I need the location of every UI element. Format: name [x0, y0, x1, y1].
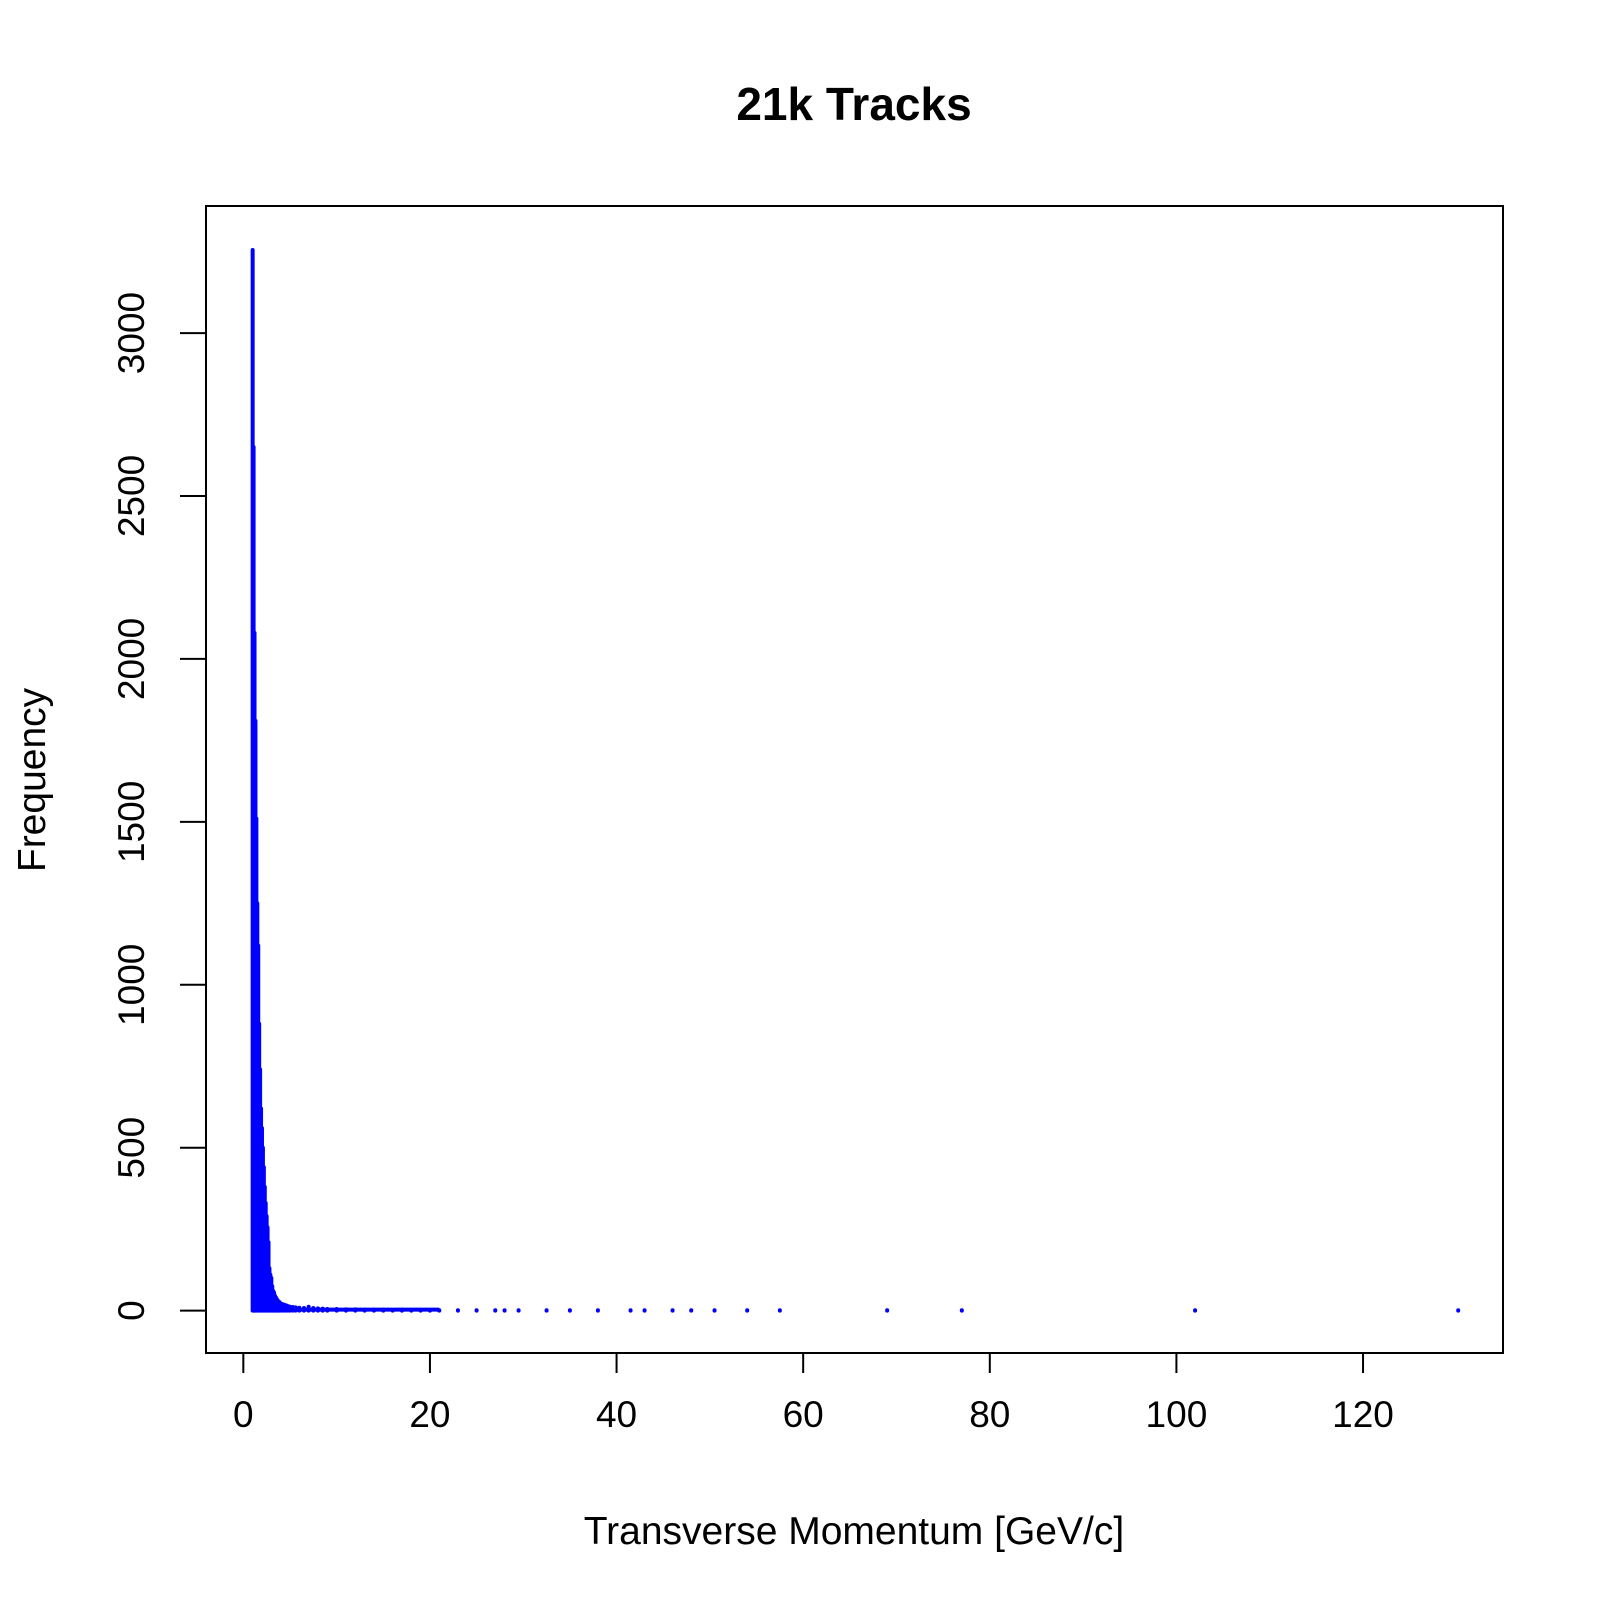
y-tick-label: 500	[111, 1117, 152, 1179]
x-tick-label: 100	[1146, 1394, 1208, 1435]
x-axis: 0 20 40 60 80 100 120	[233, 1353, 1394, 1435]
x-tick-label: 120	[1332, 1394, 1394, 1435]
y-axis: 0 500 1000 1500 2000 2500 3000	[111, 292, 206, 1321]
chart-title: 21k Tracks	[736, 78, 971, 130]
histogram-bars	[250, 247, 1461, 1313]
plot-area-frame	[205, 205, 1504, 1354]
y-tick-label: 0	[111, 1300, 152, 1321]
x-tick-label: 80	[969, 1394, 1010, 1435]
y-tick-label: 2500	[111, 455, 152, 537]
x-axis-label: Transverse Momentum [GeV/c]	[584, 1510, 1124, 1553]
x-tick-label: 0	[233, 1394, 254, 1435]
y-axis-label: Frequency	[11, 687, 54, 872]
y-tick-label: 3000	[111, 292, 152, 374]
x-tick-label: 40	[596, 1394, 637, 1435]
x-tick-label: 60	[783, 1394, 824, 1435]
y-tick-label: 2000	[111, 618, 152, 700]
y-tick-label: 1000	[111, 944, 152, 1026]
x-tick-label: 20	[409, 1394, 450, 1435]
y-tick-label: 1500	[111, 781, 152, 863]
